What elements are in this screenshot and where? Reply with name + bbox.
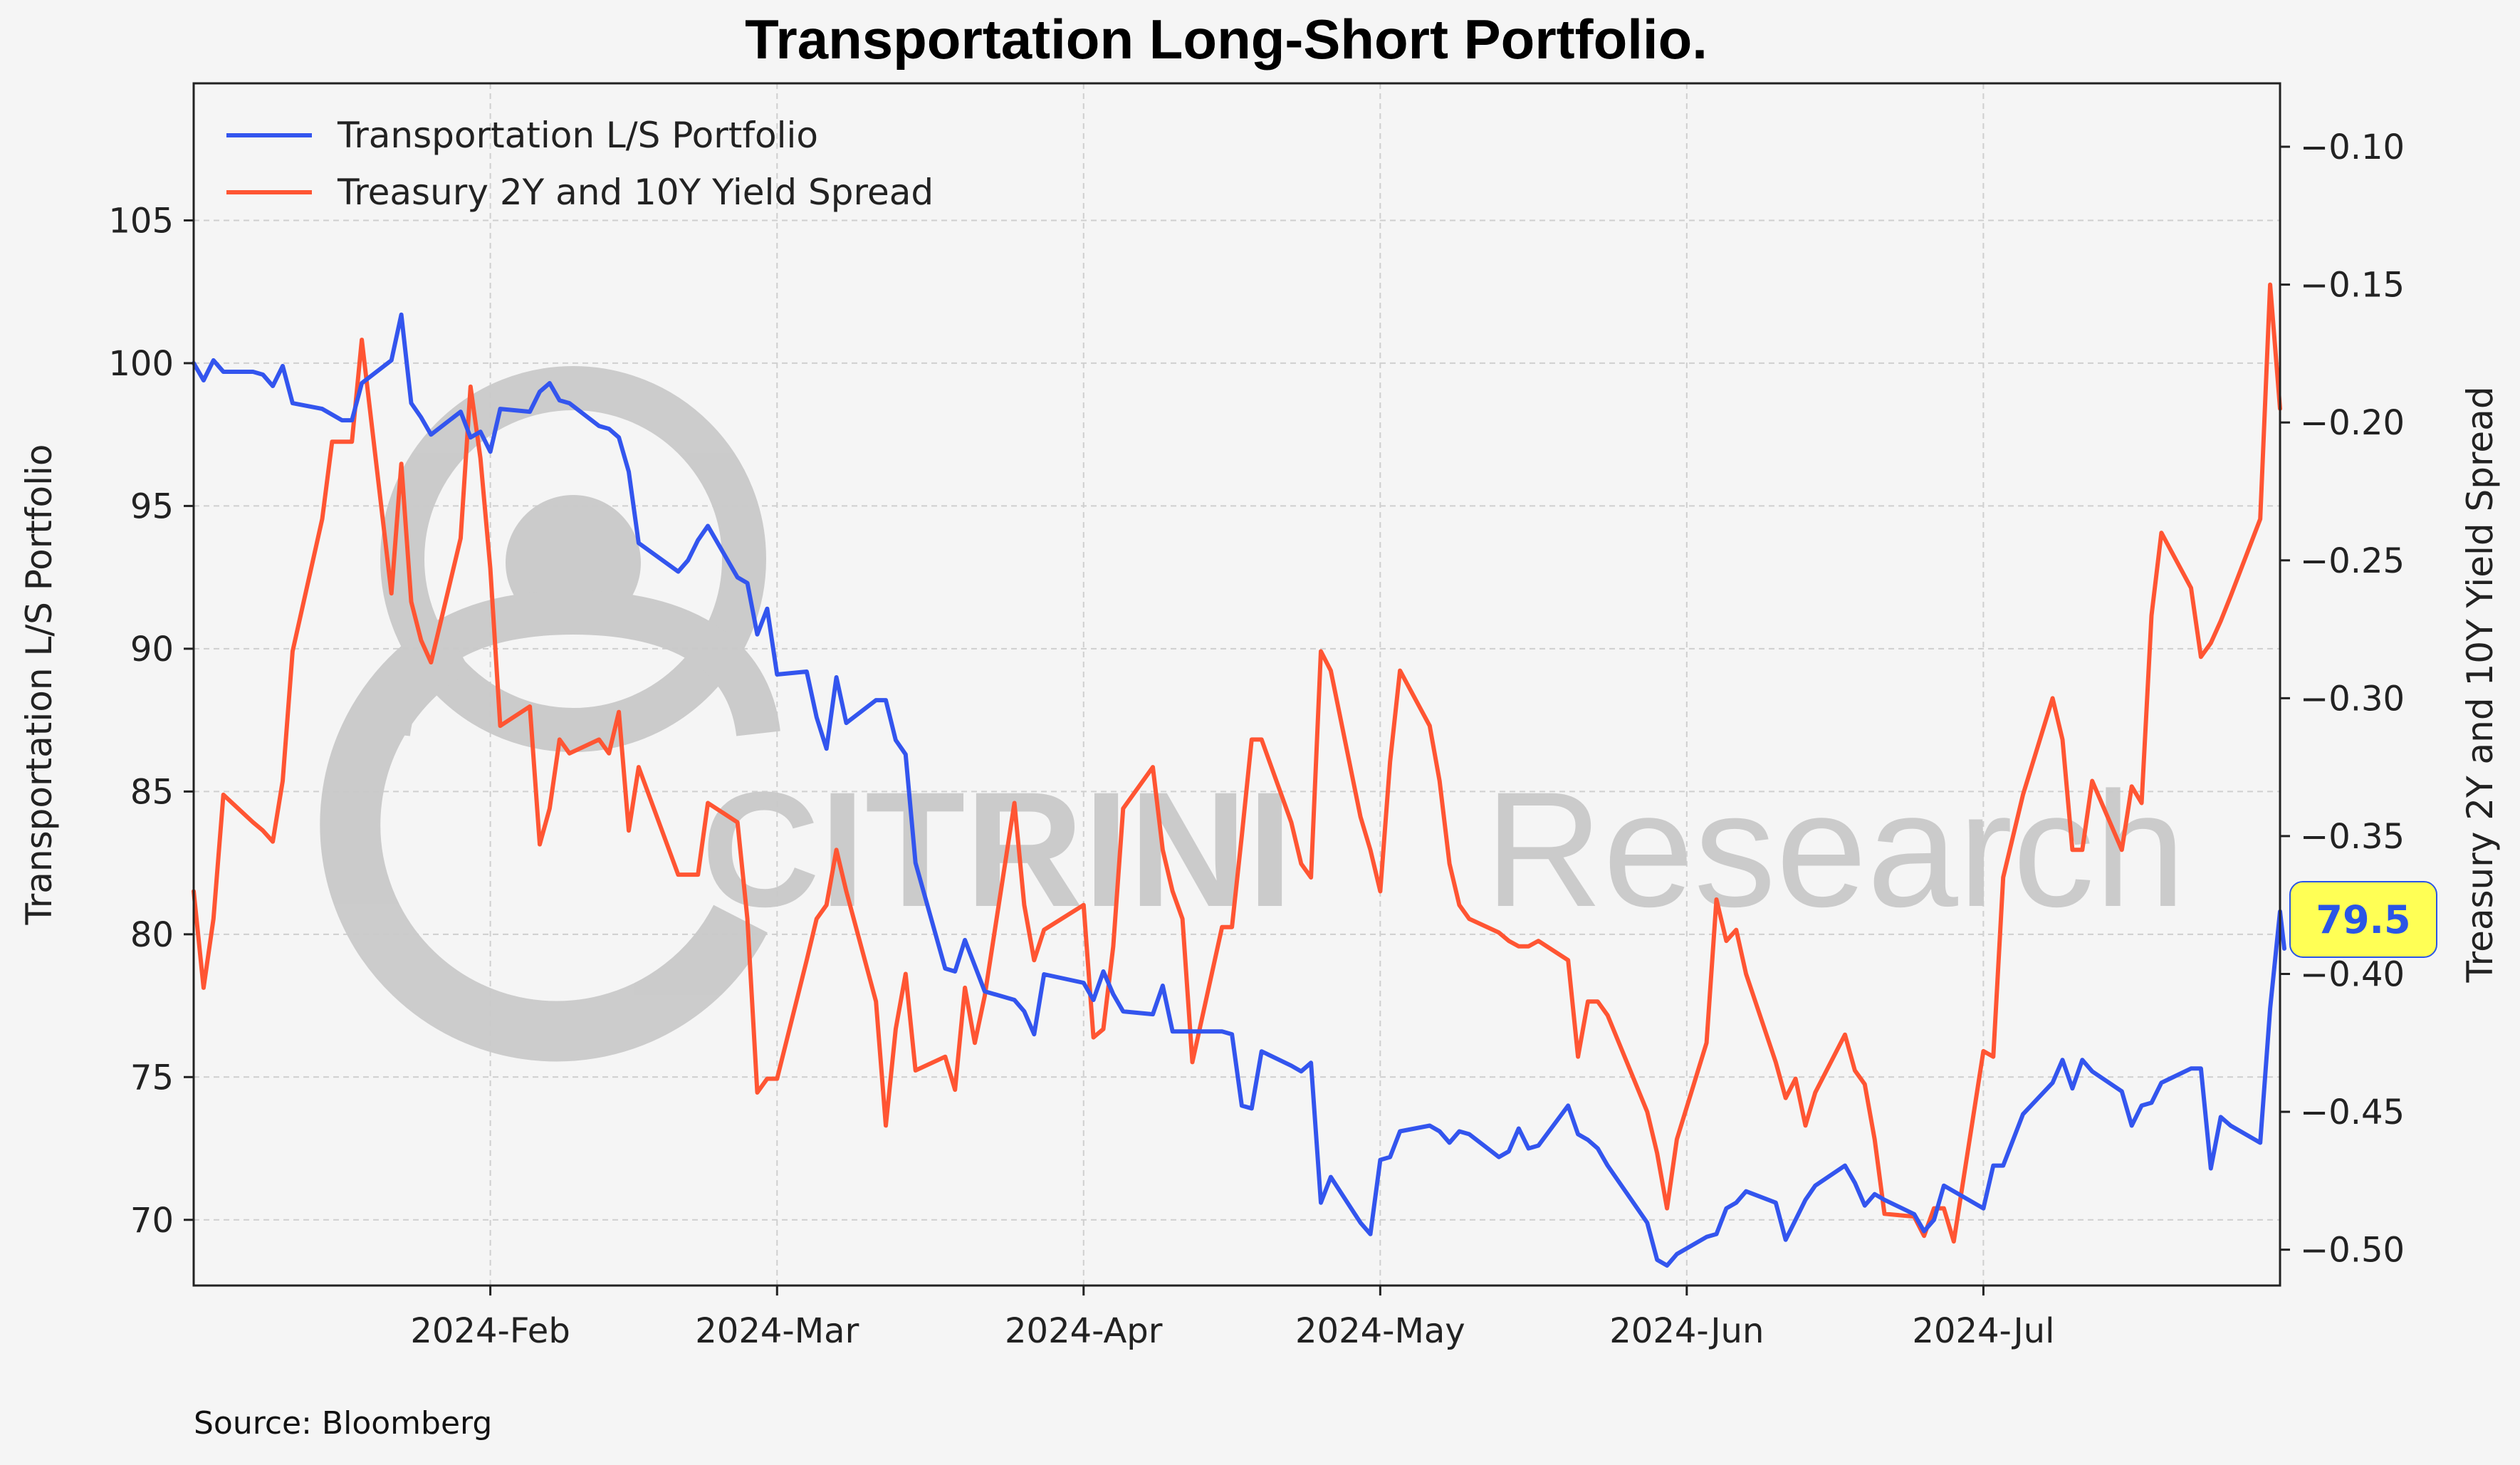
right-tick-label: −0.10 [2300, 127, 2405, 167]
source-note: Source: Bloomberg [194, 1405, 492, 1441]
right-tick-label: −0.35 [2300, 817, 2405, 857]
x-gridlines [489, 83, 1985, 1286]
right-tick-label: −0.50 [2300, 1231, 2405, 1271]
x-tick-label: 2024-Apr [1005, 1311, 1163, 1351]
left-tick-label: 80 [130, 915, 174, 955]
last-value-text: 79.5 [2316, 897, 2410, 942]
left-tick-label: 105 [108, 201, 174, 241]
left-tick-label: 70 [130, 1201, 174, 1241]
left-y-axis: 70 75 80 85 90 95 100 105 [108, 201, 194, 1241]
watermark: CITRINI Research [320, 366, 2185, 1062]
legend: Transportation L/S Portfolio Treasury 2Y… [226, 115, 934, 213]
left-tick-label: 100 [108, 344, 174, 384]
chart-title: Transportation Long-Short Portfolio. [745, 8, 1708, 71]
legend-label-spread: Treasury 2Y and 10Y Yield Spread [337, 172, 934, 213]
right-tick-label: −0.25 [2300, 541, 2405, 581]
right-tick-label: −0.20 [2300, 403, 2405, 443]
last-value-badge: 79.5 [2289, 881, 2437, 958]
plot-area [194, 83, 2280, 1286]
left-tick-label: 90 [130, 630, 174, 669]
right-axis-label: Treasury 2Y and 10Y Yield Spread [2459, 386, 2501, 983]
left-tick-label: 95 [130, 486, 174, 526]
right-y-axis: −0.50 −0.45 −0.40 −0.35 −0.30 −0.25 −0.20 −0.15… [2280, 127, 2405, 1271]
series-line-portfolio [192, 312, 2286, 1268]
x-axis: 2024-Feb 2024-Mar 2024-Apr 2024-May 2024-Jun… [410, 1286, 2054, 1351]
series-layer [192, 282, 2286, 1268]
right-tick-label: −0.30 [2300, 679, 2405, 719]
right-tick-label: −0.45 [2300, 1093, 2405, 1132]
x-tick-label: 2024-Jul [1912, 1311, 2054, 1351]
x-tick-label: 2024-Mar [695, 1311, 859, 1351]
left-axis-label: Transportation L/S Portfolio [19, 444, 60, 926]
x-tick-label: 2024-Jun [1609, 1311, 1764, 1351]
series-line-spread [192, 282, 2282, 1244]
right-tick-label: −0.15 [2300, 266, 2405, 306]
citrini-research-logo [320, 366, 780, 1062]
axes-frame [192, 82, 2281, 1287]
x-tick-label: 2024-Feb [410, 1311, 570, 1351]
legend-label-portfolio: Transportation L/S Portfolio [337, 115, 818, 156]
right-tick-label: −0.40 [2300, 955, 2405, 995]
left-tick-label: 85 [130, 772, 174, 812]
x-tick-label: 2024-May [1295, 1311, 1465, 1351]
left-tick-label: 75 [130, 1058, 174, 1098]
